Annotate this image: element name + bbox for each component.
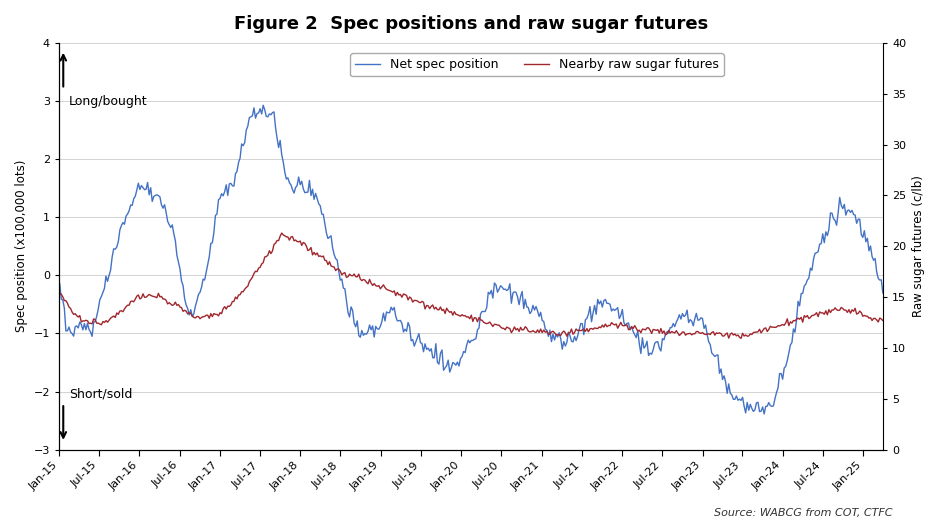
Text: Source: WABCG from COT, CTFC: Source: WABCG from COT, CTFC (714, 508, 893, 518)
Text: Short/sold: Short/sold (69, 388, 133, 400)
Y-axis label: Spec position (x100,000 lots): Spec position (x100,000 lots) (15, 160, 28, 333)
Text: Long/bought: Long/bought (69, 95, 148, 108)
Title: Figure 2  Spec positions and raw sugar futures: Figure 2 Spec positions and raw sugar fu… (234, 15, 709, 33)
Line: Nearby raw sugar futures: Nearby raw sugar futures (60, 167, 940, 338)
Line: Net spec position: Net spec position (60, 105, 940, 414)
Legend: Net spec position, Nearby raw sugar futures: Net spec position, Nearby raw sugar futu… (351, 53, 724, 76)
Y-axis label: Raw sugar futures (c/lb): Raw sugar futures (c/lb) (912, 175, 925, 317)
